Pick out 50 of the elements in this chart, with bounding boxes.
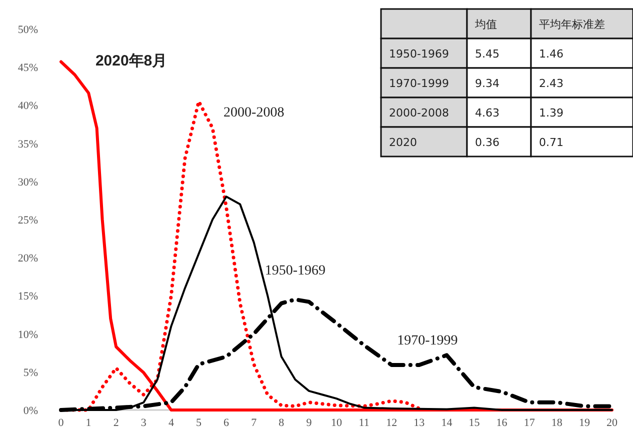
annotation: 4.63 — [475, 106, 500, 120]
y-tick-label: 30% — [18, 176, 38, 188]
x-tick-label: 13 — [414, 417, 426, 429]
annotation: 0.36 — [475, 136, 500, 149]
x-tick-label: 17 — [524, 417, 536, 429]
x-tick-label: 20 — [606, 417, 618, 429]
annotation: 1.39 — [539, 106, 564, 120]
annotation: 1950-1969 — [389, 47, 449, 60]
annotation: 9.34 — [475, 76, 500, 90]
x-tick-label: 14 — [441, 417, 453, 429]
x-tick-label: 8 — [278, 417, 285, 429]
y-tick-label: 50% — [18, 24, 38, 36]
x-tick-label: 12 — [386, 417, 398, 429]
x-tick-label: 11 — [358, 417, 370, 429]
series-label: 1970-1999 — [397, 333, 458, 348]
x-tick-label: 6 — [224, 417, 230, 429]
x-tick-label: 18 — [551, 417, 563, 429]
y-tick-label: 15% — [18, 290, 38, 303]
annotation: 2.43 — [539, 76, 564, 90]
y-tick-label: 20% — [18, 252, 38, 265]
annotation: 1970-1999 — [389, 76, 449, 90]
annotation: 均值 — [474, 18, 497, 31]
x-tick-label: 7 — [251, 417, 258, 429]
y-tick-label: 25% — [18, 214, 38, 226]
x-tick-label: 5 — [196, 417, 202, 429]
x-tick-label: 3 — [140, 417, 147, 429]
y-tick-label: 35% — [18, 138, 38, 150]
annotation: 1.46 — [539, 47, 564, 60]
y-tick-label: 10% — [18, 328, 38, 341]
y-tick-label: 5% — [23, 366, 38, 379]
x-tick-label: 15 — [468, 417, 480, 429]
series-label: 2020年8月 — [95, 52, 168, 70]
x-tick-label: 19 — [578, 417, 590, 429]
series-label: 1950-1969 — [264, 263, 326, 278]
y-tick-label: 0% — [23, 405, 38, 417]
x-tick-label: 1 — [86, 417, 92, 429]
x-tick-label: 16 — [496, 417, 508, 429]
annotation: 5.45 — [475, 47, 500, 60]
annotation: 0.71 — [539, 136, 564, 149]
x-tick-label: 0 — [58, 417, 64, 429]
x-tick-label: 9 — [306, 417, 312, 429]
annotation: 2000-2008 — [389, 106, 449, 120]
annotation: 2020 — [389, 136, 417, 149]
x-tick-label: 10 — [331, 417, 342, 429]
series-label: 2000-2008 — [224, 106, 284, 121]
annotation: 平均年标准差 — [539, 18, 605, 31]
x-tick-label: 4 — [168, 417, 174, 429]
y-tick-label: 45% — [18, 62, 38, 74]
y-tick-label: 40% — [18, 100, 38, 112]
x-tick-label: 2 — [113, 417, 119, 429]
